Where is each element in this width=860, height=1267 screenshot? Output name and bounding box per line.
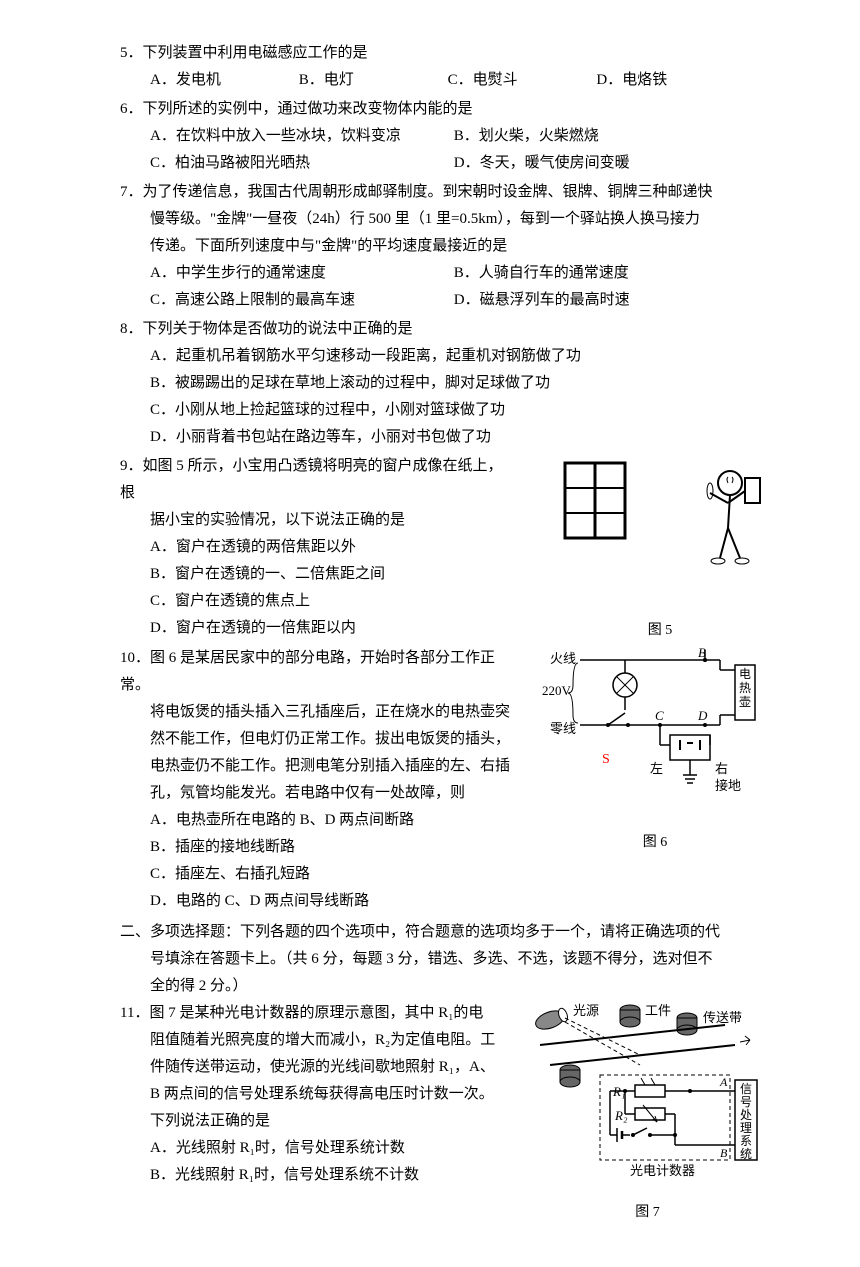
d-label: D xyxy=(697,708,708,723)
q7-opt-c: C．高速公路上限制的最高车速 xyxy=(150,287,454,314)
q7-line2: 慢等级。"金牌"一昼夜（24h）行 500 里（1 里=0.5km），每到一个驿… xyxy=(120,206,770,233)
sys4: 理 xyxy=(740,1121,752,1135)
q8-opt-d: D．小丽背着书包站在路边等车，小丽对书包做了功 xyxy=(150,424,770,451)
s-label: S xyxy=(602,752,610,767)
q7-opt-d: D．磁悬浮列车的最高时速 xyxy=(454,287,758,314)
figure-5-svg xyxy=(550,453,770,608)
q11-line4: B 两点间的信号处理系统每获得高电压时计数一次。 xyxy=(120,1081,510,1108)
q9-line2: 据小宝的实验情况，以下说法正确的是 xyxy=(120,507,510,534)
q7-line3: 传递。下面所列速度中与"金牌"的平均速度最接近的是 xyxy=(120,233,770,260)
q10-opt-b: B．插座的接地线断路 xyxy=(120,834,510,861)
section-2-header: 二、多项选择题：下列各题的四个选项中，符合题意的选项均多于一个，请将正确选项的代… xyxy=(120,919,770,1000)
q5-opt-a: A．发电机 xyxy=(150,67,299,94)
q10-opt-d: D．电路的 C、D 两点间导线断路 xyxy=(120,888,510,915)
q6-opt-d: D．冬天，暖气使房间变暖 xyxy=(454,150,758,177)
q6-options: A．在饮料中放入一些冰块，饮料变凉 B．划火柴，火柴燃烧 C．柏油马路被阳光晒热… xyxy=(120,123,770,177)
sec2-line1: 二、多项选择题：下列各题的四个选项中，符合题意的选项均多于一个，请将正确选项的代 xyxy=(120,919,770,946)
question-7: 7．为了传递信息，我国古代周朝形成邮驿制度。到宋朝时设金牌、银牌、铜牌三种邮递快… xyxy=(120,179,770,314)
q11-line5: 下列说法正确的是 xyxy=(120,1108,510,1135)
q9-opt-a: A．窗户在透镜的两倍焦距以外 xyxy=(120,534,510,561)
q10-line1: 10．图 6 是某居民家中的部分电路，开始时各部分工作正常。 xyxy=(120,645,510,699)
ground-label: 接地 xyxy=(715,778,741,793)
q6-opt-b: B．划火柴，火柴燃烧 xyxy=(454,123,758,150)
q11-opt-a: A．光线照射 R₁时，信号处理系统计数 xyxy=(120,1135,510,1162)
q11-line1: 11．图 7 是某种光电计数器的原理示意图，其中 R₁的电 xyxy=(120,1000,510,1027)
q8-opt-c: C．小刚从地上捡起篮球的过程中，小刚对篮球做了功 xyxy=(150,397,770,424)
figure-6-caption: 图 6 xyxy=(540,830,770,855)
figure-6: 火线 B 220V 零线 S C D xyxy=(540,645,770,855)
sec2-line2: 号填涂在答题卡上。（共 6 分，每题 3 分，错选、多选、不选，该题不得分，选对… xyxy=(120,946,770,973)
question-5: 5．下列装置中利用电磁感应工作的是 A．发电机 B．电灯 C．电熨斗 D．电烙铁 xyxy=(120,40,770,94)
counter-label: 光电计数器 xyxy=(630,1163,695,1178)
sys1: 信 xyxy=(740,1082,752,1096)
q10-line4: 电热壶仍不能工作。把测电笔分别插入插座的左、右插 xyxy=(120,753,510,780)
q5-opt-b: B．电灯 xyxy=(299,67,448,94)
q5-opt-d: D．电烙铁 xyxy=(596,67,745,94)
light-label: 光源 xyxy=(573,1003,599,1018)
q8-options: A．起重机吊着钢筋水平匀速移动一段距离，起重机对钢筋做了功 B．被踢踢出的足球在… xyxy=(120,343,770,451)
figure-7: 光源 工件 传送带 R₁ xyxy=(525,1000,770,1225)
belt-label: 传送带 xyxy=(703,1010,742,1025)
kettle-3: 壶 xyxy=(739,694,751,709)
sec2-line3: 全的得 2 分。） xyxy=(120,973,770,1000)
fire-label: 火线 xyxy=(550,651,576,666)
q11-opt-b: B．光线照射 R₁时，信号处理系统不计数 xyxy=(120,1162,510,1189)
q11-line2: 阻值随着光照亮度的增大而减小，R₂为定值电阻。工 xyxy=(120,1027,510,1054)
question-6: 6．下列所述的实例中，通过做功来改变物体内能的是 A．在饮料中放入一些冰块，饮料… xyxy=(120,96,770,177)
q6-opt-a: A．在饮料中放入一些冰块，饮料变凉 xyxy=(150,123,454,150)
question-10: 火线 B 220V 零线 S C D xyxy=(120,645,770,915)
q6-opt-c: C．柏油马路被阳光晒热 xyxy=(150,150,454,177)
zero-label: 零线 xyxy=(550,721,576,736)
voltage-label: 220V xyxy=(542,683,572,698)
question-9: 图 5 9．如图 5 所示，小宝用凸透镜将明亮的窗户成像在纸上，根 据小宝的实验… xyxy=(120,453,770,643)
q5-options: A．发电机 B．电灯 C．电熨斗 D．电烙铁 xyxy=(120,67,770,94)
q10-line3: 然不能工作，但电灯仍正常工作。拔出电饭煲的插头， xyxy=(120,726,510,753)
q10-line2: 将电饭煲的插头插入三孔插座后，正在烧水的电热壶突 xyxy=(120,699,510,726)
sys2: 号 xyxy=(740,1095,752,1109)
a-label: A xyxy=(719,1075,728,1089)
kettle-2: 热 xyxy=(739,681,751,695)
q11-line3: 件随传送带运动，使光源的光线间歇地照射 R₁，A、 xyxy=(120,1054,510,1081)
sys6: 统 xyxy=(740,1147,752,1161)
question-8: 8．下列关于物体是否做功的说法中正确的是 A．起重机吊着钢筋水平匀速移动一段距离… xyxy=(120,316,770,451)
work-label: 工件 xyxy=(645,1003,671,1018)
c-label: C xyxy=(655,708,664,723)
q9-opt-c: C．窗户在透镜的焦点上 xyxy=(120,588,510,615)
sys3: 处 xyxy=(740,1108,752,1122)
q7-options: A．中学生步行的通常速度 B．人骑自行车的通常速度 C．高速公路上限制的最高车速… xyxy=(120,260,770,314)
r2-label: R₂ xyxy=(614,1108,628,1123)
figure-6-svg: 火线 B 220V 零线 S C D xyxy=(540,645,770,820)
q7-opt-a: A．中学生步行的通常速度 xyxy=(150,260,454,287)
figure-5-caption: 图 5 xyxy=(550,618,770,643)
q6-text: 6．下列所述的实例中，通过做功来改变物体内能的是 xyxy=(120,96,770,123)
q5-text: 5．下列装置中利用电磁感应工作的是 xyxy=(120,40,770,67)
q10-opt-c: C．插座左、右插孔短路 xyxy=(120,861,510,888)
figure-7-svg: 光源 工件 传送带 R₁ xyxy=(525,1000,770,1190)
right-label: 右 xyxy=(715,761,728,776)
q10-opt-a: A．电热壶所在电路的 B、D 两点间断路 xyxy=(120,807,510,834)
b-label-q11: B xyxy=(720,1146,728,1160)
q8-opt-b: B．被踢踢出的足球在草地上滚动的过程中，脚对足球做了功 xyxy=(150,370,770,397)
q7-opt-b: B．人骑自行车的通常速度 xyxy=(454,260,758,287)
q10-line5: 孔，氖管均能发光。若电路中仅有一处故障，则 xyxy=(120,780,510,807)
question-11: 光源 工件 传送带 R₁ xyxy=(120,1000,770,1225)
kettle-1: 电 xyxy=(739,667,751,681)
q5-opt-c: C．电熨斗 xyxy=(448,67,597,94)
figure-5: 图 5 xyxy=(550,453,770,643)
sys5: 系 xyxy=(740,1134,752,1148)
q9-opt-d: D．窗户在透镜的一倍焦距以内 xyxy=(120,615,510,642)
q8-text: 8．下列关于物体是否做功的说法中正确的是 xyxy=(120,316,770,343)
q9-opt-b: B．窗户在透镜的一、二倍焦距之间 xyxy=(120,561,510,588)
q8-opt-a: A．起重机吊着钢筋水平匀速移动一段距离，起重机对钢筋做了功 xyxy=(150,343,770,370)
figure-7-caption: 图 7 xyxy=(525,1200,770,1225)
q9-line1: 9．如图 5 所示，小宝用凸透镜将明亮的窗户成像在纸上，根 xyxy=(120,453,510,507)
left-label: 左 xyxy=(650,761,663,776)
q7-line1: 7．为了传递信息，我国古代周朝形成邮驿制度。到宋朝时设金牌、银牌、铜牌三种邮递快 xyxy=(120,179,770,206)
